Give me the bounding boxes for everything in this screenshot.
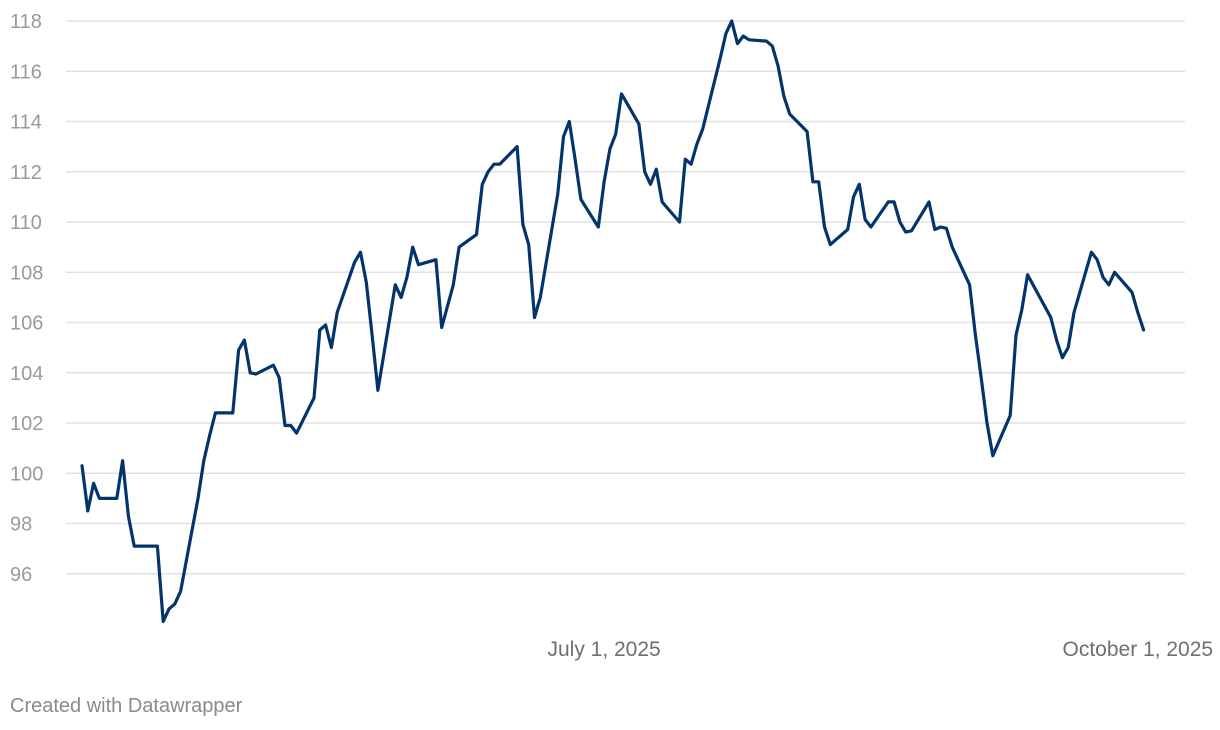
y-tick-label: 108	[10, 262, 43, 284]
x-tick-label: October 1, 2025	[1062, 638, 1213, 661]
x-axis-tick-labels: July 1, 2025 October 1, 2025	[547, 638, 1213, 661]
y-tick-label: 96	[10, 564, 32, 586]
y-tick-label: 104	[10, 363, 43, 385]
y-axis-tick-labels: 96 98 100 102 104 106 108 110 112 114 116 118	[10, 11, 43, 586]
x-tick-label: July 1, 2025	[547, 638, 660, 661]
gridlines	[66, 20, 1185, 575]
y-tick-label: 98	[10, 514, 32, 536]
line-chart: 96 98 100 102 104 106 108 110 112 114 116 118 July …	[10, 11, 1213, 661]
y-tick-label: 102	[10, 413, 43, 435]
y-tick-label: 106	[10, 313, 43, 335]
y-tick-label: 110	[10, 212, 42, 234]
y-tick-label: 114	[10, 112, 42, 134]
series-layer	[80, 19, 1146, 624]
series-line-0	[80, 19, 1146, 624]
y-tick-label: 116	[10, 61, 42, 83]
y-tick-label: 100	[10, 463, 43, 485]
datawrapper-credit: Created with Datawrapper	[10, 695, 243, 717]
y-tick-label: 112	[10, 162, 42, 184]
y-tick-label: 118	[10, 11, 42, 33]
